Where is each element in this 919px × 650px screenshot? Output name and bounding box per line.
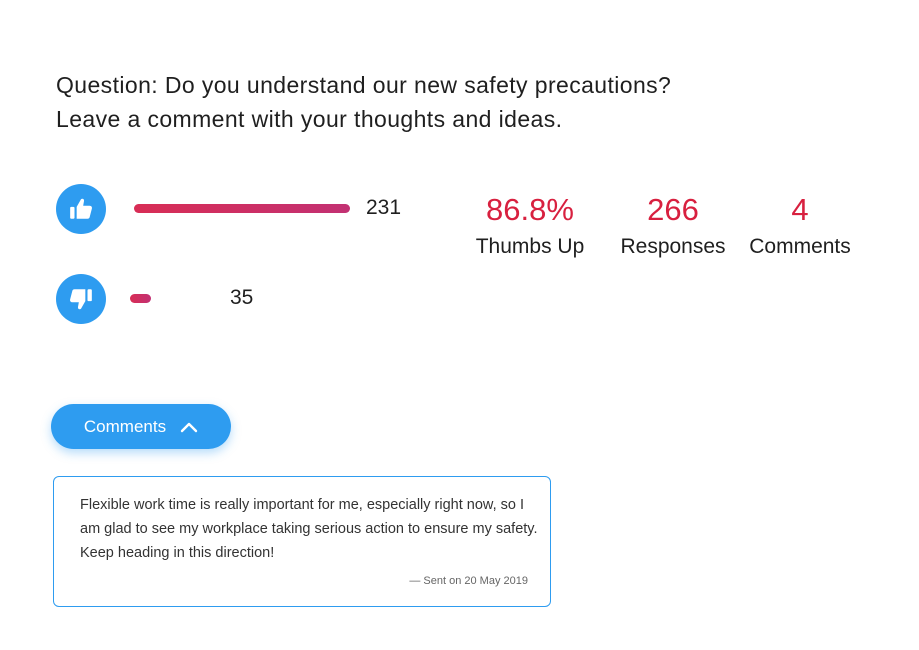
thumbs-up-bar-track: [134, 204, 350, 213]
thumbs-up-icon[interactable]: [56, 184, 106, 234]
comments-toggle-label: Comments: [83, 416, 167, 436]
stat-comments-label: Comments: [749, 235, 851, 258]
stat-comments-value: 4: [791, 192, 809, 227]
question-line-2: Leave a comment with your thoughts and i…: [56, 106, 563, 132]
chevron-up-icon: [180, 421, 198, 433]
thumbs-down-count: 35: [230, 286, 254, 309]
stat-thumbs-up: 86.8% Thumbs Up: [470, 190, 590, 259]
question-line-1: Question: Do you understand our new safe…: [56, 72, 672, 98]
thumbs-down-bar-track: [130, 294, 790, 303]
thumbs-down-icon[interactable]: [56, 274, 106, 324]
stat-comments: 4 Comments: [742, 190, 858, 259]
question-text: Question: Do you understand our new safe…: [56, 68, 671, 136]
stat-thumbs-up-label: Thumbs Up: [475, 235, 585, 258]
comment-sent-date: — Sent on 20 May 2019: [409, 575, 528, 587]
comment-text: Flexible work time is really important f…: [80, 497, 538, 561]
thumbs-up-bar: [134, 204, 350, 213]
stat-responses-label: Responses: [620, 235, 726, 258]
stat-thumbs-up-value: 86.8%: [486, 192, 574, 227]
thumbs-up-count: 231: [366, 196, 402, 219]
stat-responses-value: 266: [647, 192, 699, 227]
stat-responses: 266 Responses: [614, 190, 732, 259]
comments-toggle-button[interactable]: Comments: [51, 404, 231, 449]
thumbs-down-bar: [130, 294, 151, 303]
comment-card: Flexible work time is really important f…: [53, 476, 551, 607]
